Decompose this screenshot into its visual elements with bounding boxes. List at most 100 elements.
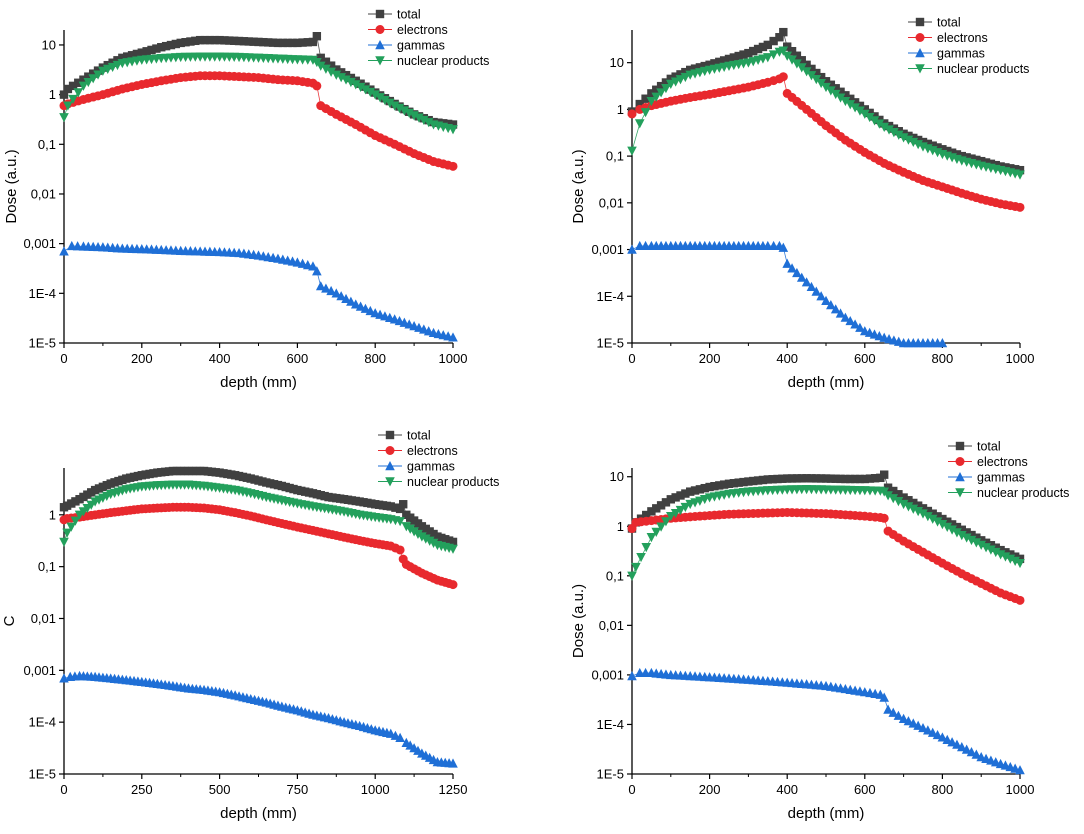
data-point bbox=[656, 88, 666, 98]
data-point bbox=[889, 486, 898, 496]
data-point bbox=[787, 263, 797, 273]
data-point bbox=[734, 478, 743, 487]
data-point bbox=[646, 533, 657, 543]
data-point bbox=[315, 61, 326, 71]
series-gammas bbox=[59, 670, 458, 768]
data-point bbox=[651, 92, 662, 102]
data-point bbox=[312, 32, 322, 41]
data-point bbox=[947, 525, 957, 535]
data-point bbox=[909, 498, 918, 508]
y-tick-label: 0,1 bbox=[38, 137, 56, 152]
data-point bbox=[787, 474, 797, 483]
data-point bbox=[826, 299, 836, 310]
data-point bbox=[967, 530, 976, 540]
data-point bbox=[108, 58, 117, 67]
data-point bbox=[79, 75, 88, 84]
data-point bbox=[724, 479, 734, 488]
data-point bbox=[700, 483, 709, 493]
x-tick-label: 400 bbox=[776, 782, 798, 797]
data-point bbox=[656, 81, 666, 91]
legend-label: total bbox=[937, 16, 961, 30]
data-point bbox=[268, 38, 278, 47]
y-tick-label: 0,001 bbox=[23, 236, 56, 251]
data-point bbox=[739, 50, 748, 59]
data-point bbox=[913, 720, 923, 730]
legend-marker bbox=[915, 33, 925, 42]
data-point bbox=[394, 103, 405, 114]
y-tick-label: 0,01 bbox=[31, 611, 56, 626]
data-point bbox=[729, 479, 739, 488]
data-point bbox=[346, 77, 356, 88]
data-point bbox=[700, 61, 709, 71]
data-point bbox=[860, 105, 869, 114]
data-point bbox=[787, 55, 797, 65]
data-point bbox=[118, 53, 127, 63]
legend-marker bbox=[385, 461, 395, 471]
data-point bbox=[938, 514, 947, 524]
data-point bbox=[210, 35, 219, 45]
data-point bbox=[370, 90, 380, 100]
data-point bbox=[821, 474, 831, 483]
data-point bbox=[763, 53, 773, 63]
y-tick-label: 1 bbox=[617, 519, 624, 534]
data-point bbox=[84, 72, 93, 81]
data-point bbox=[903, 502, 914, 512]
x-tick-label: 500 bbox=[209, 782, 231, 797]
data-point bbox=[807, 474, 816, 483]
data-point bbox=[656, 522, 666, 532]
data-point bbox=[830, 89, 841, 100]
data-point bbox=[830, 304, 841, 314]
data-point bbox=[942, 734, 953, 744]
data-point bbox=[413, 529, 423, 540]
legend-marker bbox=[375, 40, 385, 50]
legend-marker bbox=[955, 457, 965, 466]
data-point bbox=[215, 35, 224, 45]
data-point bbox=[288, 38, 297, 48]
data-point bbox=[1010, 165, 1020, 174]
data-point bbox=[68, 94, 78, 105]
y-tick-label: 1 bbox=[49, 87, 56, 102]
data-point bbox=[739, 477, 748, 487]
data-point bbox=[894, 490, 903, 499]
x-axis-title: depth (mm) bbox=[788, 374, 865, 391]
data-point bbox=[690, 64, 700, 73]
data-point bbox=[308, 261, 318, 271]
data-point bbox=[186, 37, 195, 46]
y-tick-label: 0,001 bbox=[591, 667, 624, 682]
data-point bbox=[93, 70, 103, 80]
data-point bbox=[967, 154, 976, 163]
data-point bbox=[239, 37, 249, 46]
data-point bbox=[879, 692, 889, 702]
data-point bbox=[666, 74, 675, 84]
data-point bbox=[220, 36, 229, 45]
data-point bbox=[811, 75, 822, 85]
data-point bbox=[903, 716, 914, 726]
data-point bbox=[778, 474, 787, 483]
y-tick-label: 1E-5 bbox=[597, 767, 624, 782]
data-point bbox=[695, 485, 705, 494]
data-point bbox=[391, 503, 400, 512]
data-point bbox=[846, 94, 855, 104]
data-point bbox=[806, 71, 817, 81]
data-point bbox=[986, 545, 996, 555]
data-point bbox=[792, 267, 802, 278]
data-point bbox=[744, 477, 753, 486]
data-point bbox=[652, 504, 661, 513]
data-point bbox=[855, 474, 865, 484]
data-point bbox=[792, 51, 802, 60]
data-point bbox=[943, 146, 952, 156]
data-point bbox=[315, 281, 326, 291]
data-point bbox=[821, 77, 831, 86]
x-tick-label: 1250 bbox=[439, 782, 468, 797]
data-point bbox=[893, 710, 904, 720]
data-point bbox=[652, 85, 661, 94]
series-gammas bbox=[627, 667, 1025, 775]
data-point bbox=[962, 528, 971, 537]
data-point bbox=[195, 35, 205, 45]
data-point bbox=[802, 474, 811, 483]
data-point bbox=[749, 476, 758, 486]
series-nuclear-products bbox=[59, 52, 458, 135]
series-nuclear-products bbox=[627, 46, 1025, 180]
